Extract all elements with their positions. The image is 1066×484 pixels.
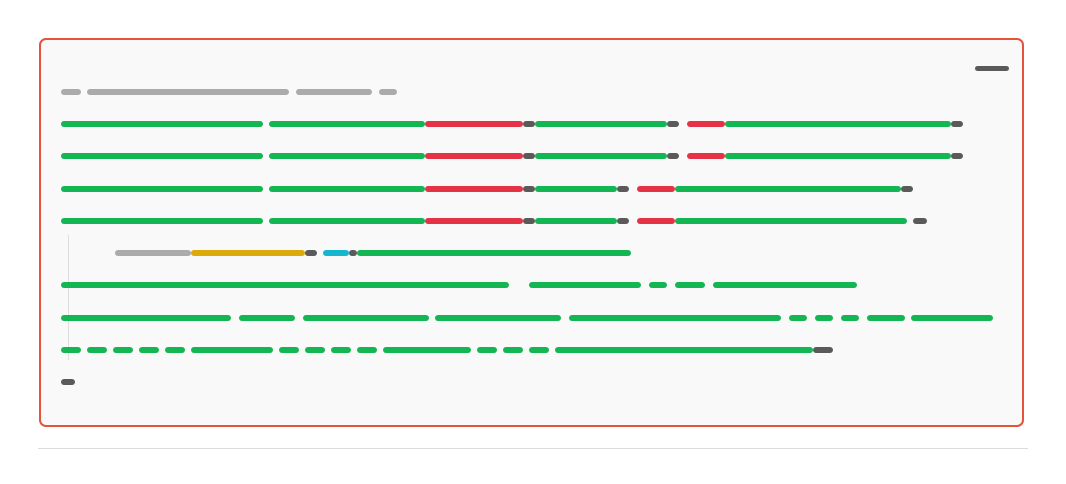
code-token: [637, 218, 675, 224]
code-line: [41, 218, 1022, 226]
code-block-panel: [39, 38, 1024, 427]
code-lines: [41, 40, 1022, 425]
code-token: [305, 347, 325, 353]
code-token: [815, 315, 833, 321]
code-token: [529, 347, 549, 353]
code-token: [667, 153, 679, 159]
code-token: [61, 153, 263, 159]
code-token: [425, 218, 523, 224]
code-token: [503, 347, 523, 353]
code-token: [687, 153, 725, 159]
code-token: [523, 218, 535, 224]
code-token: [61, 121, 263, 127]
code-token: [901, 186, 913, 192]
code-token: [913, 218, 927, 224]
code-token: [115, 250, 191, 256]
code-token: [951, 153, 963, 159]
code-token: [911, 315, 993, 321]
code-token: [269, 153, 425, 159]
code-token: [725, 153, 951, 159]
code-token: [667, 121, 679, 127]
code-token: [331, 347, 351, 353]
code-token: [523, 153, 535, 159]
code-line: [41, 250, 1022, 258]
indent-guide: [68, 235, 69, 360]
code-line: [41, 89, 1022, 97]
code-token: [535, 186, 617, 192]
code-token: [165, 347, 185, 353]
divider: [38, 448, 1028, 449]
code-token: [725, 121, 951, 127]
code-token: [529, 282, 641, 288]
code-token: [379, 89, 397, 95]
code-token: [383, 347, 471, 353]
code-token: [61, 315, 231, 321]
code-line: [41, 379, 1022, 387]
code-token: [191, 250, 305, 256]
code-line: [41, 186, 1022, 194]
code-token: [191, 347, 273, 353]
code-token: [789, 315, 807, 321]
code-token: [61, 186, 263, 192]
code-token: [523, 121, 535, 127]
code-token: [61, 282, 509, 288]
code-token: [675, 186, 901, 192]
code-token: [323, 250, 349, 256]
code-token: [61, 89, 81, 95]
code-token: [61, 218, 263, 224]
code-token: [675, 218, 907, 224]
code-token: [555, 347, 813, 353]
code-token: [305, 250, 317, 256]
code-token: [269, 121, 425, 127]
code-token: [535, 121, 667, 127]
code-token: [425, 186, 523, 192]
code-token: [951, 121, 963, 127]
code-token: [687, 121, 725, 127]
code-token: [523, 186, 535, 192]
code-token: [61, 379, 75, 385]
code-token: [867, 315, 905, 321]
code-token: [269, 218, 425, 224]
code-token: [357, 250, 631, 256]
code-token: [637, 186, 675, 192]
code-token: [617, 218, 629, 224]
code-token: [303, 315, 429, 321]
code-token: [357, 347, 377, 353]
code-token: [61, 347, 81, 353]
code-line: [41, 315, 1022, 323]
minimize-icon[interactable]: [975, 66, 1009, 71]
code-token: [477, 347, 497, 353]
code-token: [813, 347, 833, 353]
code-line: [41, 153, 1022, 161]
code-token: [535, 153, 667, 159]
code-token: [349, 250, 357, 256]
code-token: [279, 347, 299, 353]
code-token: [535, 218, 617, 224]
code-token: [113, 347, 133, 353]
code-token: [617, 186, 629, 192]
code-token: [569, 315, 781, 321]
code-token: [269, 186, 425, 192]
code-token: [435, 315, 561, 321]
code-line: [41, 282, 1022, 290]
code-token: [675, 282, 705, 288]
code-token: [713, 282, 857, 288]
code-token: [139, 347, 159, 353]
code-token: [239, 315, 295, 321]
code-token: [841, 315, 859, 321]
code-token: [425, 153, 523, 159]
code-line: [41, 347, 1022, 355]
code-token: [296, 89, 372, 95]
code-token: [87, 89, 289, 95]
code-token: [649, 282, 667, 288]
code-token: [87, 347, 107, 353]
code-token: [425, 121, 523, 127]
code-line: [41, 121, 1022, 129]
